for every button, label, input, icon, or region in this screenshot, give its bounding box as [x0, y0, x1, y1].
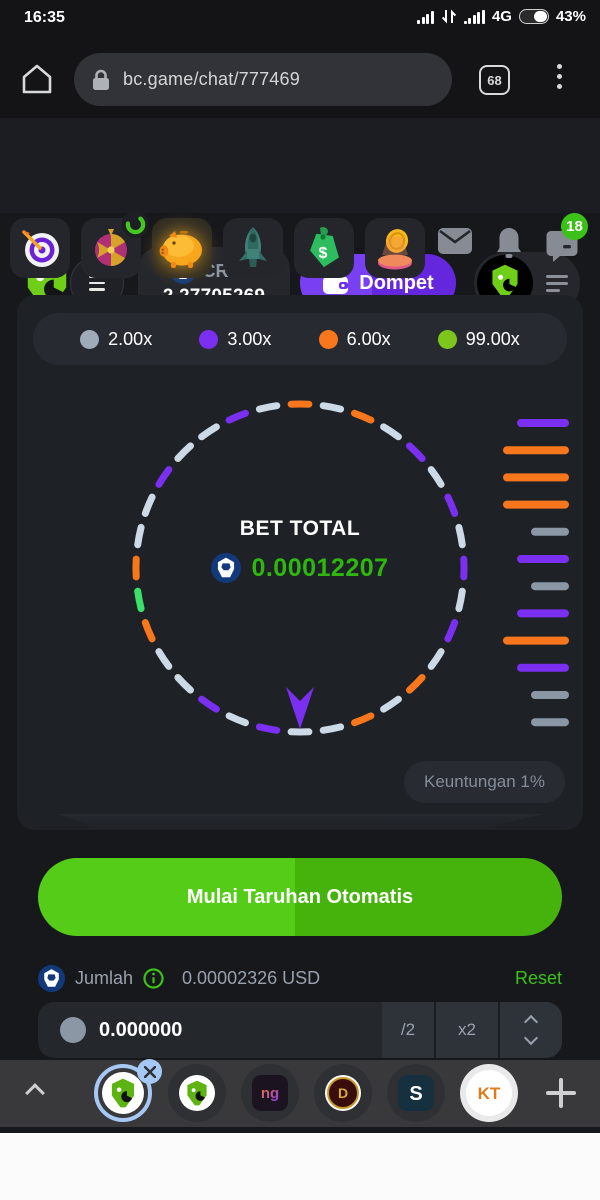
- bubble-bcgame-active[interactable]: [94, 1064, 152, 1122]
- tile-dart-game[interactable]: [10, 218, 70, 278]
- info-icon[interactable]: [143, 967, 164, 989]
- svg-text:D: D: [338, 1085, 348, 1101]
- bell-icon[interactable]: [494, 226, 524, 260]
- wheel-graphic: [132, 400, 569, 736]
- legend-dot-purple: [199, 329, 219, 349]
- battery-icon: [518, 9, 549, 24]
- battery-percent: 43%: [555, 8, 586, 25]
- ng-app-icon: ng: [261, 1085, 279, 1102]
- legend-item: 3.00x: [199, 329, 271, 350]
- bcgame-bubble-icon: [187, 1080, 207, 1106]
- wheel-game-panel: 2.00x 3.00x 6.00x 99.00x BET TOTAL: [17, 295, 583, 830]
- network-type: 4G: [491, 8, 512, 25]
- panel-shadow: [57, 814, 543, 830]
- tile-coin-drop[interactable]: [365, 218, 425, 278]
- tile-piggy-bank[interactable]: [152, 218, 212, 278]
- signal-icon-2: [463, 9, 485, 24]
- url-text: bc.game/chat/777469: [123, 69, 300, 89]
- start-autobet-label: Mulai Taruhan Otomatis: [186, 885, 414, 908]
- wheel-timer-icon: [122, 211, 149, 238]
- coin-drop-icon: [378, 229, 412, 270]
- multiplier-legend: 2.00x 3.00x 6.00x 99.00x: [33, 313, 567, 365]
- home-icon[interactable]: [20, 62, 54, 96]
- legend-dot-green: [437, 329, 457, 349]
- bubble-kt-app[interactable]: KT: [460, 1064, 518, 1122]
- tile-price-tag[interactable]: $: [294, 218, 354, 278]
- dollar-tag-icon: $: [310, 227, 339, 268]
- coin-dot-icon: [60, 1017, 86, 1043]
- bubble-ng-app[interactable]: ng: [241, 1064, 299, 1122]
- double-bet-button[interactable]: x2: [436, 1002, 498, 1058]
- legend-item: 6.00x: [318, 329, 391, 350]
- amount-input-value: 0.000000: [99, 1018, 183, 1041]
- legend-item: 2.00x: [80, 329, 152, 350]
- lock-icon: [93, 69, 109, 90]
- data-transfer-icon: [441, 9, 457, 24]
- legend-dot-gray: [80, 329, 100, 349]
- tab-counter-button[interactable]: 68: [479, 65, 510, 95]
- wheel-pointer: [286, 687, 314, 729]
- amount-label: Jumlah: [75, 967, 134, 988]
- status-bar: 16:35 4G 43%: [0, 0, 600, 40]
- dart-target-icon: [22, 230, 59, 267]
- s-app-icon: S: [409, 1083, 422, 1105]
- svg-text:S: S: [409, 1083, 422, 1105]
- bet-total-label: BET TOTAL: [239, 517, 361, 540]
- cro-coin-icon: [211, 553, 242, 583]
- signal-icon: [417, 10, 434, 24]
- tile-rocket-game[interactable]: [223, 218, 283, 278]
- browser-toolbar: bc.game/chat/777469 68: [0, 40, 600, 118]
- start-autobet-button[interactable]: Mulai Taruhan Otomatis: [38, 858, 562, 936]
- browser-menu-icon[interactable]: [557, 64, 562, 89]
- amount-stepper[interactable]: [500, 1002, 562, 1058]
- tile-wheel-game[interactable]: [81, 211, 149, 278]
- add-bubble-icon[interactable]: [546, 1078, 576, 1108]
- bet-total-value: 0.00012207: [251, 553, 389, 582]
- piggy-bank-icon: [159, 231, 202, 268]
- bet-total-block: BET TOTAL 0.00012207: [130, 517, 470, 583]
- bcgame-bubble-icon: [111, 1078, 135, 1108]
- chat-list-icon: [546, 274, 568, 292]
- site-header: CRO 2.27705269 Dompet BC.GAME: [0, 118, 600, 319]
- bcgame-badge-icon: [492, 264, 518, 298]
- rocket-icon: [239, 227, 267, 267]
- profit-chip[interactable]: Keuntungan 1%: [404, 761, 565, 803]
- chat-badge: 18: [561, 213, 588, 240]
- amount-row: Jumlah 0.00002326 USD Reset: [38, 958, 562, 998]
- svg-text:$: $: [319, 245, 328, 262]
- bubble-d-app[interactable]: D: [314, 1064, 372, 1122]
- step-up-icon[interactable]: [523, 1014, 539, 1030]
- kt-app-icon: KT: [478, 1084, 501, 1103]
- cro-coin-icon: [38, 964, 65, 992]
- fortune-wheel-icon: [95, 229, 127, 267]
- bubble-bcgame[interactable]: [168, 1064, 226, 1122]
- mail-icon[interactable]: [438, 228, 472, 254]
- amount-fiat-value: 0.00002326 USD: [182, 967, 321, 988]
- close-bubble-icon[interactable]: [137, 1059, 162, 1084]
- bubble-s-app[interactable]: S: [387, 1064, 445, 1122]
- legend-dot-orange: [318, 329, 338, 349]
- svg-text:KT: KT: [478, 1084, 501, 1103]
- address-bar[interactable]: bc.game/chat/777469: [74, 53, 452, 106]
- svg-text:ng: ng: [261, 1085, 279, 1102]
- d-app-icon: D: [338, 1085, 348, 1101]
- half-bet-button[interactable]: /2: [382, 1002, 434, 1058]
- step-down-icon[interactable]: [523, 1030, 539, 1046]
- android-nav-bar: [0, 1133, 600, 1200]
- amount-input[interactable]: 0.000000 /2 x2: [38, 1002, 562, 1058]
- legend-item: 99.00x: [437, 329, 520, 350]
- reset-link[interactable]: Reset: [514, 967, 562, 988]
- clock: 16:35: [24, 9, 65, 26]
